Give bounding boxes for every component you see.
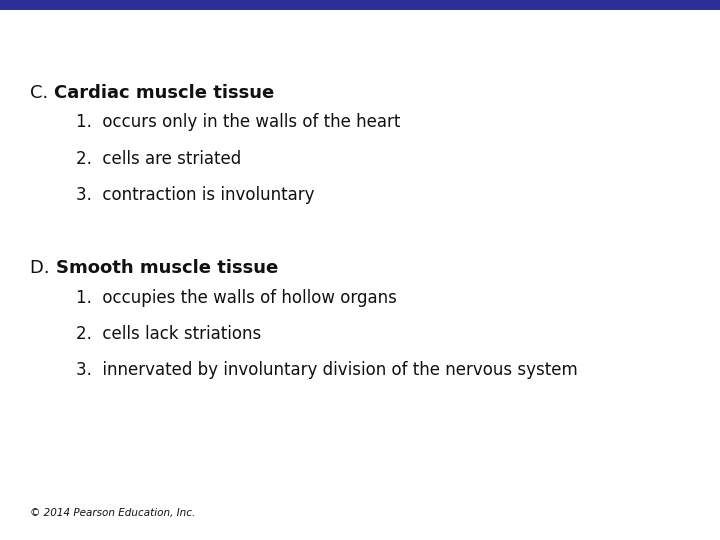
Text: 2.  cells lack striations: 2. cells lack striations (76, 325, 261, 343)
Bar (0, 0, 720, 10)
Text: Cardiac muscle tissue: Cardiac muscle tissue (54, 84, 274, 102)
Text: C.: C. (30, 84, 54, 102)
Text: © 2014 Pearson Education, Inc.: © 2014 Pearson Education, Inc. (30, 508, 196, 518)
Text: Smooth muscle tissue: Smooth muscle tissue (55, 259, 278, 277)
Text: 1.  occupies the walls of hollow organs: 1. occupies the walls of hollow organs (76, 289, 397, 307)
Text: 1.  occurs only in the walls of the heart: 1. occurs only in the walls of the heart (76, 113, 400, 131)
Text: 3.  innervated by involuntary division of the nervous system: 3. innervated by involuntary division of… (76, 361, 577, 379)
Text: 3.  contraction is involuntary: 3. contraction is involuntary (76, 186, 314, 204)
Text: D.: D. (30, 259, 55, 277)
Text: 2.  cells are striated: 2. cells are striated (76, 150, 241, 167)
